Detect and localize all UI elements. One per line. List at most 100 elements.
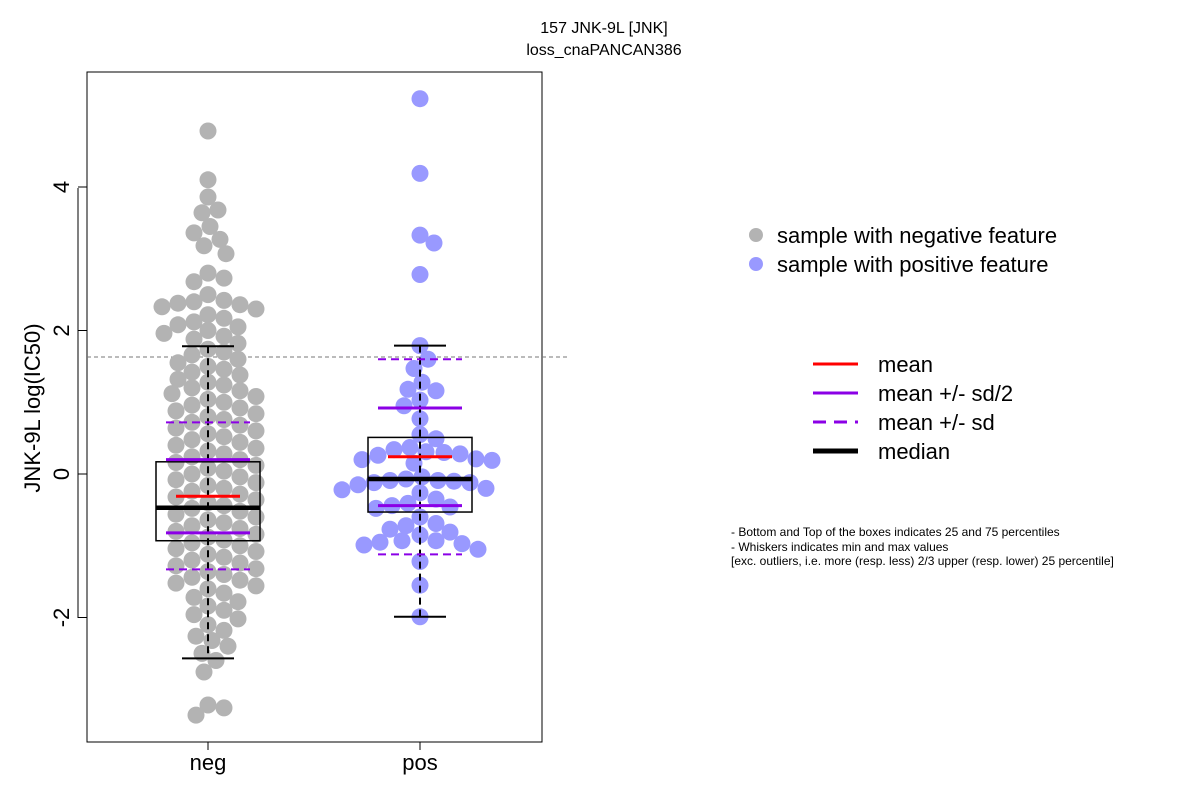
legend-sd-half-label: mean +/- sd/2	[878, 381, 1013, 406]
pos-data-point	[461, 474, 479, 492]
neg-data-point	[247, 405, 265, 423]
pos-data-point	[393, 532, 411, 550]
y-tick-label: 4	[49, 181, 74, 193]
pos-data-point	[399, 380, 417, 398]
x-tick-label: neg	[190, 750, 227, 775]
neg-data-point	[185, 588, 203, 606]
neg-data-point	[199, 122, 217, 140]
note-line-1: - Bottom and Top of the boxes indicates …	[731, 525, 1060, 539]
neg-data-point	[185, 273, 203, 291]
pos-data-point	[399, 494, 417, 512]
neg-data-point	[215, 601, 233, 619]
legend: sample with negative feature sample with…	[749, 223, 1057, 464]
neg-data-point	[183, 379, 201, 397]
neg-data-point	[199, 357, 217, 375]
legend-pos-swatch	[749, 257, 763, 271]
neg-data-point	[247, 439, 265, 457]
neg-data-point	[183, 534, 201, 552]
neg-box	[155, 461, 261, 542]
neg-data-point	[231, 537, 249, 555]
neg-data-point	[231, 520, 249, 537]
neg-data-point	[199, 264, 217, 282]
pos-data-point	[451, 445, 469, 463]
neg-data-point	[229, 334, 247, 352]
neg-data-point	[199, 408, 217, 426]
neg-data-point	[183, 363, 201, 381]
neg-data-point	[229, 593, 247, 611]
neg-data-point	[231, 433, 249, 451]
pos-data-point	[411, 553, 429, 570]
pos-boxplot	[367, 344, 473, 618]
pos-data-point	[425, 234, 443, 252]
neg-data-point	[215, 621, 233, 639]
neg-data-point	[247, 560, 265, 578]
pos-data-point	[427, 382, 445, 400]
neg-data-point	[199, 188, 217, 206]
neg-data-point	[229, 610, 247, 628]
neg-data-point	[207, 652, 225, 669]
neg-data-point	[183, 346, 201, 364]
pos-data-point	[411, 226, 429, 244]
neg-data-point	[199, 563, 217, 581]
neg-data-point	[169, 354, 187, 372]
pos-data-point	[333, 481, 351, 499]
pos-data-point	[427, 515, 445, 532]
neg-data-point	[215, 376, 233, 394]
neg-data-point	[199, 597, 217, 615]
legend-pos-label: sample with positive feature	[777, 252, 1048, 277]
neg-data-point	[167, 402, 185, 420]
neg-data-point	[199, 171, 217, 189]
neg-data-point	[167, 471, 185, 489]
neg-data-point	[215, 393, 233, 411]
neg-data-point	[199, 286, 217, 304]
neg-data-point	[201, 218, 219, 235]
neg-data-point	[167, 540, 185, 558]
neg-data-point	[169, 370, 187, 388]
pos-data-point	[427, 532, 445, 550]
pos-data-point	[419, 350, 437, 368]
neg-data-point	[215, 428, 233, 446]
neg-data-point	[215, 343, 233, 361]
pos-data-point	[427, 490, 445, 508]
neg-data-point	[231, 554, 249, 572]
neg-data-point	[231, 571, 249, 589]
neg-data-point	[185, 330, 203, 348]
neg-data-point	[185, 313, 203, 331]
legend-median-label: median	[878, 439, 950, 464]
neg-data-point	[231, 399, 249, 417]
neg-data-point	[215, 291, 233, 309]
neg-data-point	[231, 296, 249, 314]
neg-data-point	[153, 298, 171, 316]
neg-data-point	[199, 696, 217, 714]
neg-data-point	[199, 322, 217, 339]
neg-data-point	[231, 485, 249, 503]
neg-data-point	[187, 706, 205, 724]
pos-data-point	[435, 444, 453, 461]
pos-data-point	[395, 397, 413, 415]
y-tick-label: -2	[49, 608, 74, 628]
neg-data-point	[215, 462, 233, 480]
y-axis-title: JNK-9L log(IC50)	[20, 323, 45, 492]
neg-data-point	[215, 327, 233, 345]
pos-data-point	[355, 536, 373, 554]
y-axis: -2 0 2 4	[49, 181, 87, 627]
neg-data-point	[247, 577, 265, 595]
pos-data-point	[381, 520, 399, 538]
neg-data-point	[183, 431, 201, 449]
neg-data-point	[215, 699, 233, 717]
neg-data-point	[215, 548, 233, 566]
neg-data-point	[215, 584, 233, 602]
neg-data-point	[247, 388, 265, 405]
neg-data-point	[163, 385, 181, 403]
note-line-3: [exc. outliers, i.e. more (resp. less) 2…	[731, 554, 1114, 568]
neg-data-point	[211, 230, 229, 248]
pos-data-point	[385, 441, 403, 459]
neg-data-point	[217, 245, 235, 263]
neg-data-point	[215, 411, 233, 428]
neg-data-point	[247, 508, 265, 526]
neg-data-point	[247, 300, 265, 318]
neg-data-point	[247, 474, 265, 492]
pos-data-point	[469, 540, 487, 558]
neg-data-point	[247, 456, 265, 474]
pos-data-point	[401, 439, 419, 456]
